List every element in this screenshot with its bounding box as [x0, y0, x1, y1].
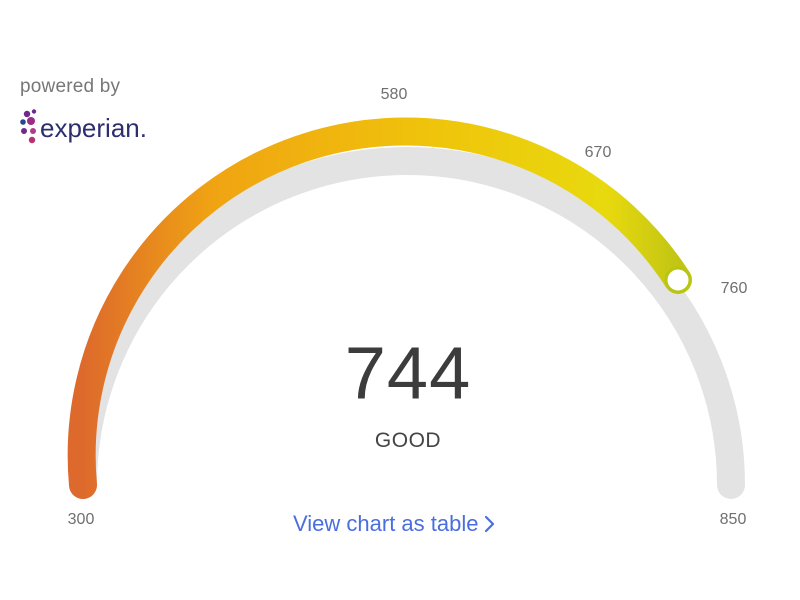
credit-score-rating: GOOD: [374, 429, 442, 452]
tick-label-760: 760: [720, 280, 748, 297]
experian-logo: experian.: [20, 109, 147, 144]
gauge-track: [69, 147, 745, 499]
tick-label-max: 850: [719, 511, 747, 528]
powered-by-label: powered by: [20, 76, 121, 97]
gauge-progress-arc: [67, 117, 692, 499]
credit-score-value: 744: [344, 331, 472, 415]
tick-label-min: 300: [67, 511, 95, 528]
view-chart-as-table-link[interactable]: View chart as table: [293, 511, 498, 537]
score-marker: [664, 266, 692, 294]
tick-label-580: 580: [380, 86, 408, 103]
experian-wordmark: experian.: [40, 113, 147, 143]
chevron-right-icon: [485, 515, 495, 533]
tick-label-670: 670: [584, 144, 612, 161]
view-chart-as-table-label: View chart as table: [293, 511, 479, 536]
